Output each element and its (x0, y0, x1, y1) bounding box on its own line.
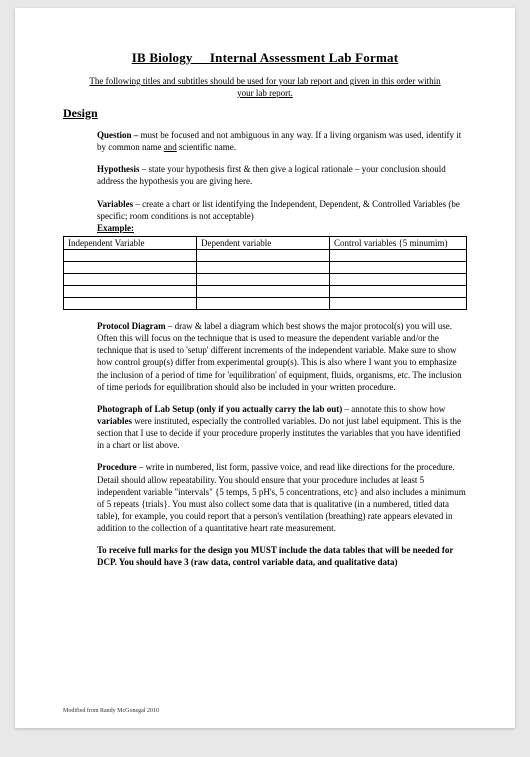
question-and: and (164, 142, 177, 152)
main-title: IB Biology Internal Assessment Lab Forma… (63, 50, 467, 66)
variables-table: Independent Variable Dependent variable … (63, 236, 467, 310)
item-protocol: Protocol Diagram – draw & label a diagra… (97, 320, 467, 393)
subtitle-line-1: The following titles and subtitles shoul… (63, 76, 467, 86)
item-procedure: Procedure – write in numbered, list form… (97, 461, 467, 534)
protocol-label: Protocol Diagram (97, 321, 166, 331)
document-page: IB Biology Internal Assessment Lab Forma… (15, 8, 515, 728)
table-header-independent: Independent Variable (64, 236, 197, 249)
table-row (64, 249, 467, 261)
table-header-control: Control variables {5 minumim) (329, 236, 466, 249)
hypothesis-body: – state your hypothesis first & then giv… (97, 164, 446, 186)
item-question: Question – must be focused and not ambig… (97, 129, 467, 153)
question-body-a: must be focused and not ambiguous in any… (97, 130, 461, 152)
subtitle-line-2: your lab report. (63, 88, 467, 98)
item-photo: Photograph of Lab Setup (only if you act… (97, 403, 467, 452)
photo-body-b: variables (97, 416, 132, 426)
photo-label: Photograph of Lab Setup (only if you act… (97, 404, 342, 414)
table-header-dependent: Dependent variable (196, 236, 329, 249)
section-heading-design: Design (63, 106, 467, 121)
item-hypothesis: Hypothesis – state your hypothesis first… (97, 163, 467, 187)
question-body-b: scientific name. (177, 142, 236, 152)
photo-body-c: were instituted, especially the controll… (97, 416, 461, 450)
example-label: Example: (97, 223, 134, 233)
variables-label: Variables (97, 199, 133, 209)
design-note: To receive full marks for the design you… (97, 544, 467, 568)
question-label: Question – (97, 130, 138, 140)
procedure-label: Procedure (97, 462, 137, 472)
table-row (64, 273, 467, 285)
table-row (64, 297, 467, 309)
item-variables: Variables – create a chart or list ident… (97, 198, 467, 234)
variables-body: – create a chart or list identifying the… (97, 199, 460, 221)
table-header-row: Independent Variable Dependent variable … (64, 236, 467, 249)
table-row (64, 285, 467, 297)
hypothesis-label: Hypothesis (97, 164, 140, 174)
protocol-body: – draw & label a diagram which best show… (97, 321, 462, 392)
procedure-body: – write in numbered, list form, passive … (97, 462, 466, 533)
photo-body-a: – annotate this to show how (342, 404, 445, 414)
footer-text: Modified from Randy McGonegal 2010 (63, 708, 159, 714)
table-row (64, 261, 467, 273)
